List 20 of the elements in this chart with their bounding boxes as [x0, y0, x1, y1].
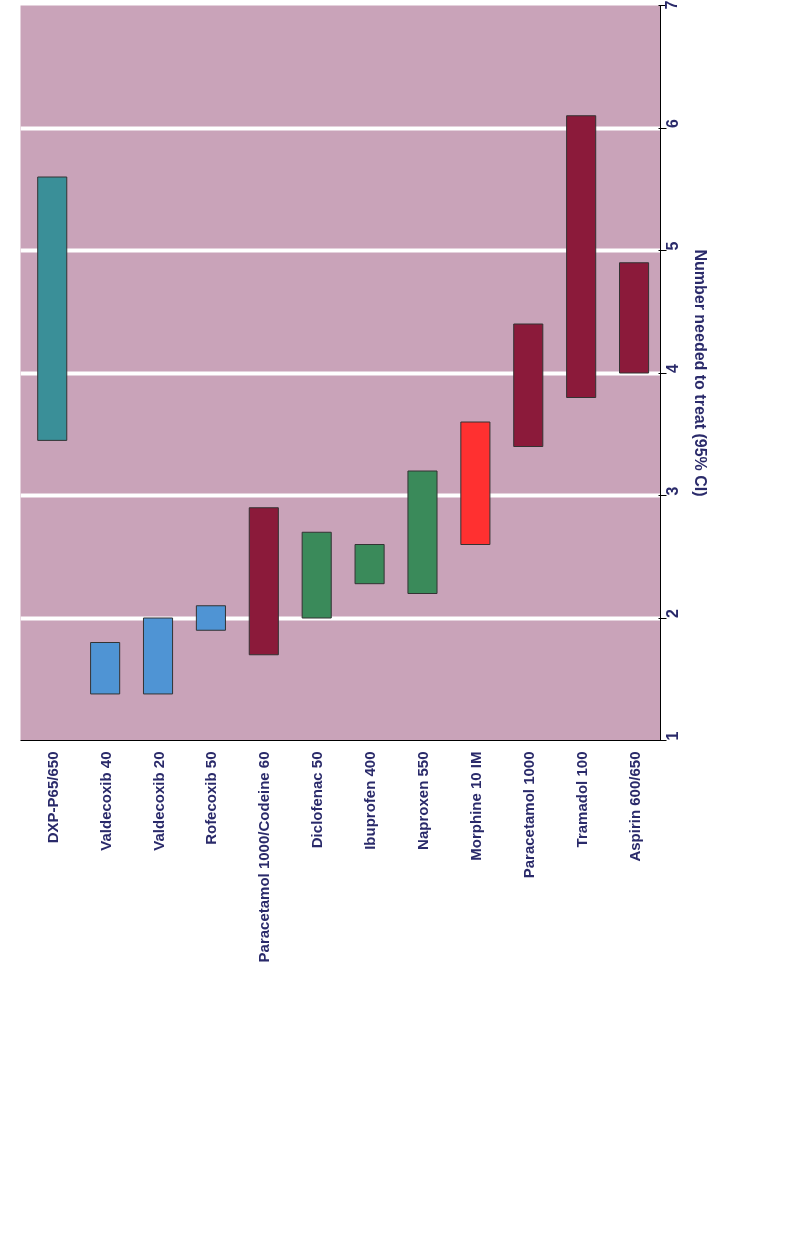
- x-tick-label: Ibuprofen 400: [361, 751, 379, 850]
- x-tick-label: Diclofenac 50: [308, 751, 326, 849]
- y-axis-title: Number needed to treat (95% CI): [691, 249, 709, 497]
- y-tick-label: 1: [663, 731, 681, 741]
- x-tick-label: Naproxen 550: [413, 751, 431, 850]
- y-tick-label: 5: [663, 241, 681, 251]
- x-tick-label: Rofecoxib 50: [202, 751, 220, 845]
- y-tick-label: 6: [663, 119, 681, 128]
- x-tick-label: Tramadol 100: [572, 751, 590, 848]
- x-tick-label: DXP-P65/650: [43, 751, 61, 844]
- x-tick-label: Aspirin 600/650: [625, 751, 643, 862]
- y-tick-label: 4: [663, 364, 681, 373]
- x-tick-label: Paracetamol 1000/Codeine 60: [255, 751, 273, 963]
- y-tick-label: 7: [663, 0, 681, 10]
- y-tick-label: 2: [663, 609, 681, 618]
- x-tick-label: Morphine 10 IM: [466, 751, 484, 861]
- x-tick-label: Valdecoxib 20: [149, 751, 167, 851]
- x-tick-label: Valdecoxib 40: [96, 751, 114, 851]
- x-tick-label: Paracetamol 1000: [519, 751, 537, 879]
- y-tick-label: 3: [663, 486, 681, 496]
